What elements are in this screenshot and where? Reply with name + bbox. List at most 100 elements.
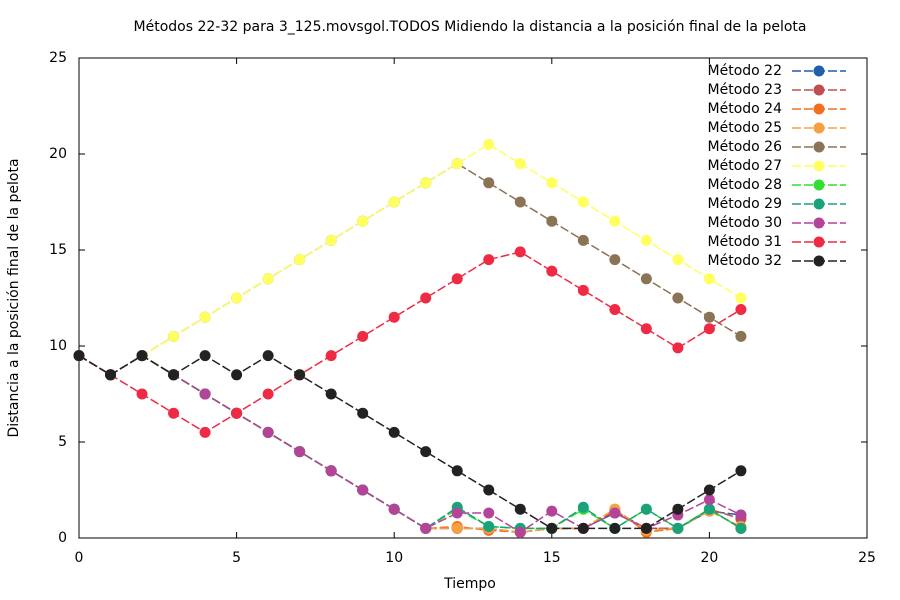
data-point <box>514 246 526 258</box>
data-point <box>262 388 274 400</box>
legend-label: Método 28 <box>708 177 782 193</box>
data-point <box>262 426 274 438</box>
y-tick-label: 20 <box>49 146 67 162</box>
data-point <box>420 446 432 458</box>
data-point <box>609 254 621 266</box>
data-point <box>577 522 589 534</box>
data-point <box>735 522 747 534</box>
plot-border <box>78 57 868 539</box>
data-point <box>735 465 747 477</box>
x-tick-label: 20 <box>700 550 718 566</box>
data-point <box>483 484 495 496</box>
data-point <box>640 323 652 335</box>
data-point <box>168 369 180 381</box>
legend-marker <box>813 255 825 267</box>
data-point <box>672 522 684 534</box>
data-point <box>262 350 274 362</box>
data-point <box>199 426 211 438</box>
data-point <box>672 503 684 515</box>
legend-label: Método 31 <box>708 234 782 250</box>
data-point <box>199 388 211 400</box>
data-point <box>420 177 432 189</box>
chart-title: Métodos 22-32 para 3_125.movsgol.TODOS M… <box>134 19 807 35</box>
data-point <box>388 196 400 208</box>
data-point <box>546 505 558 517</box>
legend-marker <box>813 122 825 134</box>
data-point <box>483 507 495 519</box>
legend-marker <box>813 217 825 229</box>
x-tick-label: 0 <box>75 550 84 566</box>
data-point <box>703 484 715 496</box>
series-line <box>78 354 742 530</box>
data-point <box>168 330 180 342</box>
data-point <box>577 196 589 208</box>
data-point <box>514 196 526 208</box>
data-point <box>325 234 337 246</box>
data-point <box>703 503 715 515</box>
data-point <box>294 369 306 381</box>
legend-label: Método 26 <box>708 139 783 155</box>
data-point <box>231 407 243 419</box>
x-tick-label: 15 <box>543 550 561 566</box>
legend-label: Método 22 <box>708 63 782 79</box>
data-point <box>262 273 274 285</box>
legend-label: Método 24 <box>708 101 783 117</box>
y-tick-label: 10 <box>49 338 67 354</box>
x-tick-label: 5 <box>232 550 241 566</box>
data-point <box>672 292 684 304</box>
data-point <box>609 507 621 519</box>
data-point <box>735 509 747 521</box>
data-point <box>577 284 589 296</box>
x-tick-label: 10 <box>385 550 403 566</box>
legend-label: Método 29 <box>708 196 782 212</box>
legend-marker <box>813 160 825 172</box>
data-point <box>388 503 400 515</box>
data-point <box>546 522 558 534</box>
data-point <box>105 369 117 381</box>
y-tick-label: 0 <box>58 530 67 546</box>
data-point <box>357 407 369 419</box>
legend-marker <box>813 84 825 96</box>
data-point <box>483 177 495 189</box>
data-point <box>640 522 652 534</box>
data-point <box>325 388 337 400</box>
data-point <box>483 254 495 266</box>
data-point <box>735 292 747 304</box>
data-point <box>514 503 526 515</box>
series-line <box>78 143 742 376</box>
data-point <box>640 273 652 285</box>
legend-marker <box>813 103 825 115</box>
data-point <box>451 507 463 519</box>
legend-marker <box>813 65 825 77</box>
data-point <box>703 494 715 506</box>
data-point <box>231 292 243 304</box>
data-point <box>672 254 684 266</box>
data-point <box>420 522 432 534</box>
data-point <box>451 158 463 170</box>
legend-label: Método 32 <box>708 253 782 269</box>
legend-marker <box>813 198 825 210</box>
data-point <box>168 407 180 419</box>
y-tick-label: 5 <box>58 434 67 450</box>
data-point <box>294 254 306 266</box>
data-point <box>514 526 526 538</box>
data-point <box>325 465 337 477</box>
data-point <box>609 215 621 227</box>
x-tick-label: 25 <box>858 550 876 566</box>
data-point <box>483 138 495 150</box>
data-point <box>199 311 211 323</box>
y-tick-label: 15 <box>49 242 67 258</box>
data-point <box>199 350 211 362</box>
data-point <box>136 350 148 362</box>
data-point <box>483 520 495 532</box>
data-point <box>357 330 369 342</box>
data-point <box>294 446 306 458</box>
data-point <box>703 273 715 285</box>
legend-marker <box>813 179 825 191</box>
data-point <box>546 265 558 277</box>
data-point <box>546 215 558 227</box>
data-point <box>672 342 684 354</box>
y-tick-label: 25 <box>49 50 67 66</box>
y-axis-label: Distancia a la posición final de la pelo… <box>6 158 22 437</box>
data-point <box>451 465 463 477</box>
